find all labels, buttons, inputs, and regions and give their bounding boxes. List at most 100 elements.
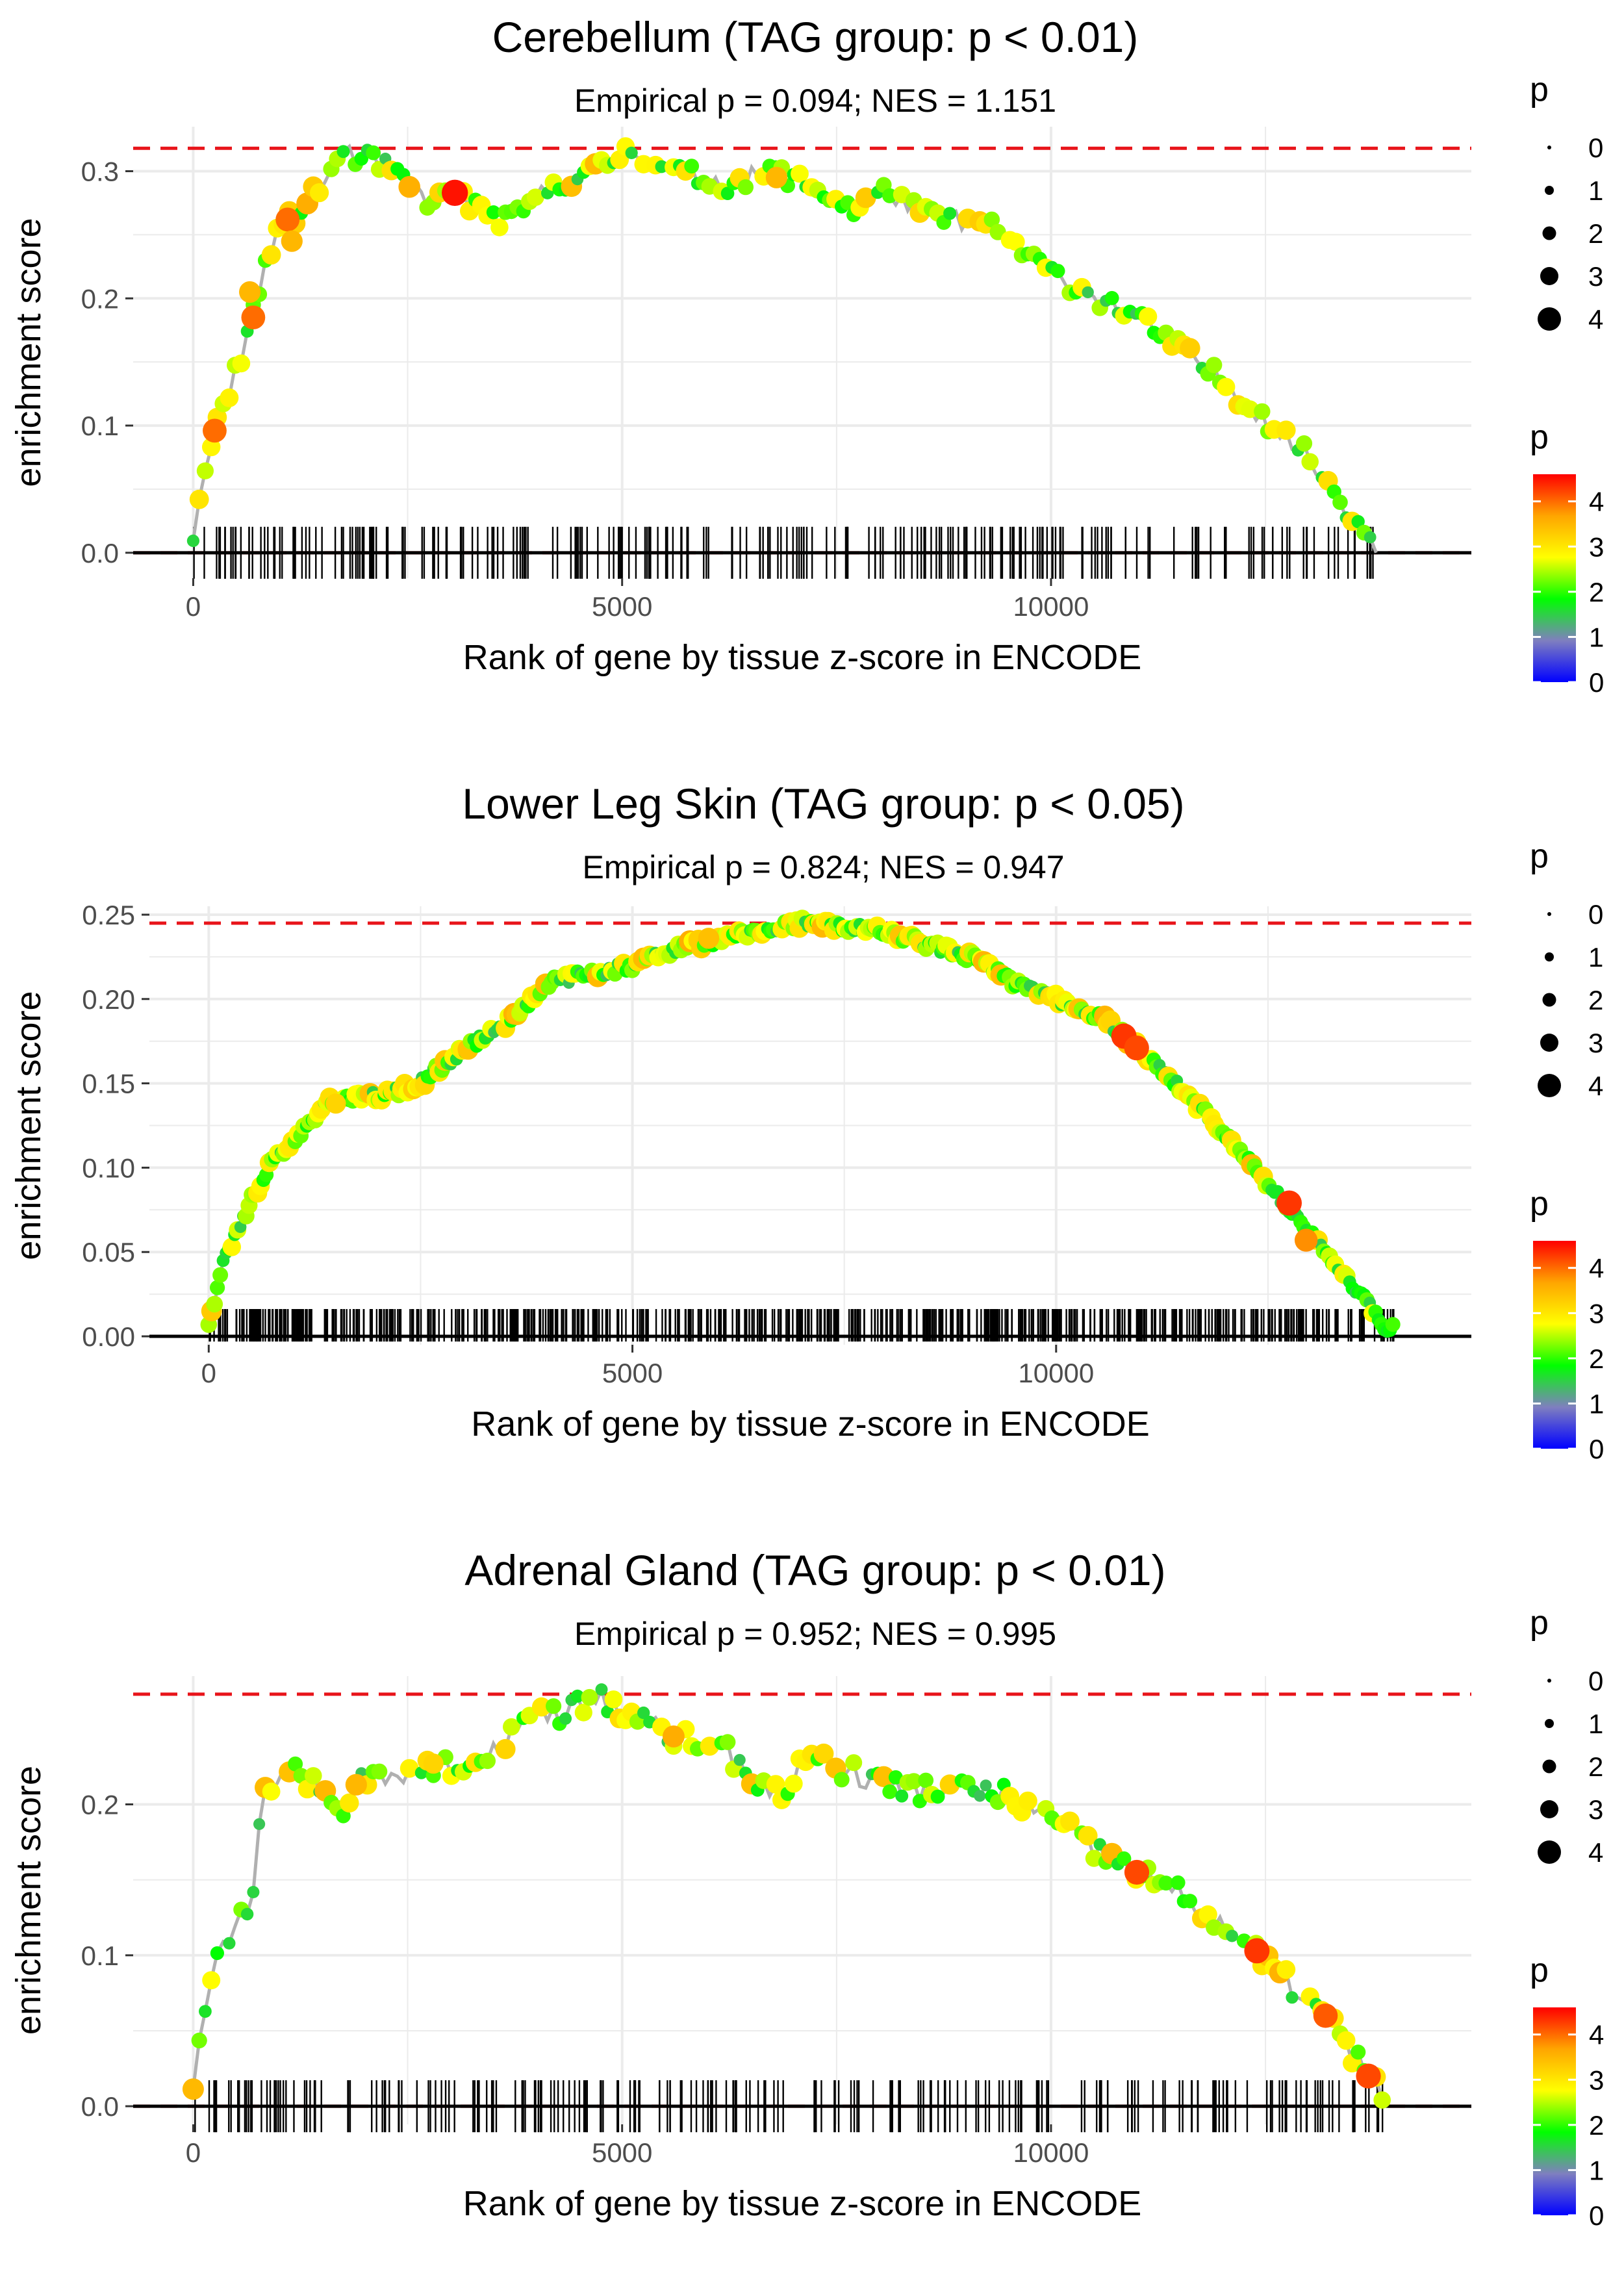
enrichment-point [186,534,199,548]
enrichment-point [855,187,876,209]
enrichment-point [912,1794,927,1809]
size-legend: p 0 1 2 3 4 [1530,1604,1603,1868]
enrichment-point [983,211,1000,228]
size-legend-key [1545,186,1554,195]
enrichment-point [1085,1850,1103,1867]
highlight-point [1124,1859,1150,1885]
highlight-point [423,1753,444,1774]
size-legend-key [1538,1074,1561,1097]
enrichment-point [189,489,209,509]
size-legend-label: 0 [1588,899,1603,930]
color-legend-label: 4 [1589,2020,1604,2050]
enrichment-point [655,160,668,173]
size-legend-label: 4 [1588,304,1603,335]
enrichment-point [888,1770,903,1785]
enrichment-point [1351,2044,1366,2060]
enrichment-point [223,1937,236,1950]
size-legend-key [1547,1679,1551,1683]
y-tick-label: 0.0 [81,538,119,568]
chart-subtitle: Empirical p = 0.094; NES = 1.151 [574,83,1056,119]
color-legend-label: 2 [1589,577,1604,607]
highlight-point [1313,2003,1338,2028]
size-legend-title: p [1530,1604,1549,1642]
color-legend-label: 0 [1589,2200,1604,2231]
color-legend-label: 0 [1589,1434,1604,1464]
enrichment-point [1336,2031,1356,2050]
enrichment-point [1050,264,1065,279]
color-legend-bar [1533,1241,1576,1449]
color-legend-label: 3 [1589,2065,1604,2095]
grid-lines [149,906,1471,1345]
x-axis-label: Rank of gene by tissue z-score in ENCODE [463,2184,1141,2223]
enrichment-point [531,1697,552,1717]
size-legend: p 0 1 2 3 4 [1530,837,1603,1101]
color-legend-label: 1 [1589,1388,1604,1419]
color-legend-title: p [1530,1952,1549,1989]
color-legend-label: 3 [1589,531,1604,562]
highlight-point [765,166,787,188]
enrichment-point [196,462,214,479]
enrichment-point [210,1946,224,1961]
enrichment-point [570,1689,585,1703]
size-legend-label: 0 [1588,133,1603,163]
enrichment-point [625,146,638,159]
enrichment-point [371,1763,388,1780]
enrichment-point [336,1809,351,1824]
enrichment-point [1171,1875,1186,1890]
chart-panel-3: Adrenal Gland (TAG group: p < 0.01) Empir… [9,1546,1604,2231]
enrichment-point [1364,531,1377,544]
enrichment-point [930,1789,945,1804]
enrichment-point [366,145,381,160]
size-legend-key [1542,993,1556,1007]
x-tick-label: 0 [186,591,201,622]
size-legend-label: 1 [1588,175,1603,206]
x-tick-label: 5000 [592,2137,652,2168]
enrichment-point [943,207,957,220]
enrichment-point [503,1718,520,1736]
enrichment-point [1276,420,1296,440]
enrichment-point [766,1775,785,1794]
color-legend-label: 1 [1589,2155,1604,2185]
enrichment-point [1104,290,1119,305]
enrichment-point [546,1698,562,1714]
enrichment-point [737,179,754,196]
y-tick-label: 0.10 [82,1152,135,1183]
enrichment-point [719,1734,736,1750]
grid-lines [133,1676,1471,2124]
enrichment-point [398,175,420,198]
enrichment-point [581,1688,598,1706]
enrichment-point [199,2005,212,2018]
color-legend-bar [1533,2007,1576,2215]
highlight-point [1356,2063,1381,2089]
highlight-point [441,179,468,207]
size-legend-key [1540,1034,1558,1052]
enrichment-path [191,1685,1384,2101]
enrichment-point [1332,494,1348,510]
size-legend-label: 3 [1588,1028,1603,1058]
enrichment-point [526,188,544,206]
enrichment-point [559,1712,572,1725]
enrichment-point [1254,403,1271,420]
size-legend-label: 1 [1588,1709,1603,1739]
enrichment-point [1078,1825,1098,1846]
enrichment-points [200,910,1401,1338]
color-legend-title: p [1530,418,1549,456]
y-axis-label: enrichment score [9,991,48,1260]
enrichment-point [400,1759,419,1778]
enrichment-point [574,1703,592,1722]
x-tick-label: 0 [186,2137,201,2168]
chart-panel-1: Cerebellum (TAG group: p < 0.01) Empirica… [9,13,1604,698]
size-legend-label: 2 [1588,1751,1603,1782]
enrichment-point [604,1690,623,1709]
enrichment-point [1206,357,1223,374]
y-tick-label: 0.00 [82,1321,135,1352]
color-legend-title: p [1530,1185,1549,1223]
enrichment-point [262,1782,281,1801]
enrichment-point [906,1773,922,1790]
enrichment-point [980,1779,992,1792]
enrichment-point [340,1793,359,1813]
enrichment-point [1385,1317,1401,1332]
color-legend-label: 4 [1589,1253,1604,1284]
enrichment-point [1117,1851,1132,1866]
chart-subtitle: Empirical p = 0.824; NES = 0.947 [582,849,1064,885]
